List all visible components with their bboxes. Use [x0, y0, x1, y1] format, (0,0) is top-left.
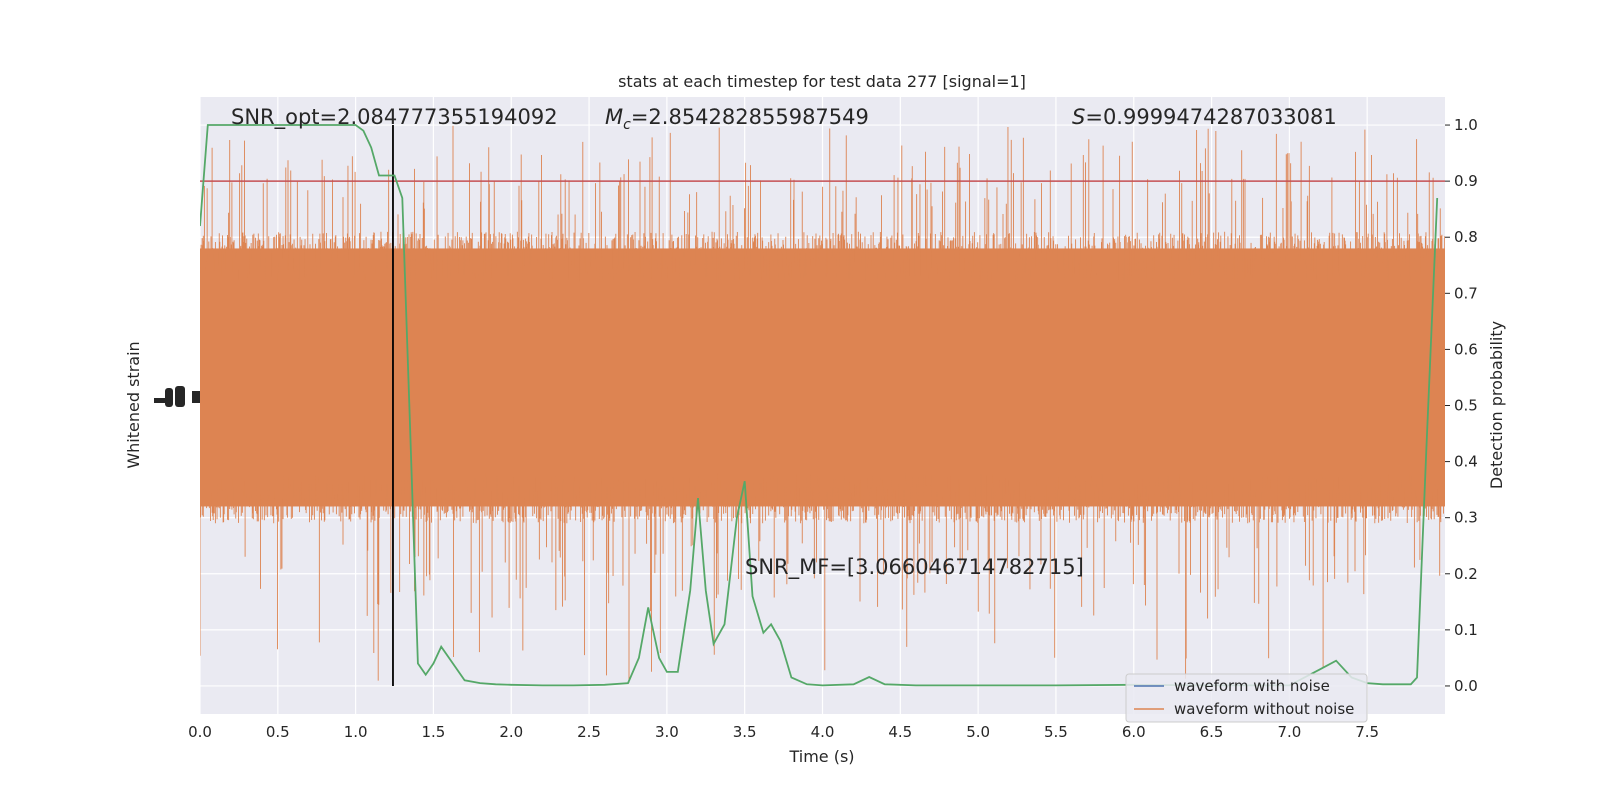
x-tick-label: 1.5: [422, 723, 446, 741]
score-symbol: S: [1072, 105, 1085, 129]
x-tick-label: 4.5: [888, 723, 912, 741]
y-tick-label: 0.1: [1454, 621, 1478, 639]
x-tick-label: 2.5: [577, 723, 601, 741]
y-tick-label: 0.3: [1454, 509, 1478, 527]
x-tick-label: 7.0: [1277, 723, 1301, 741]
chart-title: stats at each timestep for test data 277…: [618, 72, 1026, 91]
x-tick-label: 3.0: [655, 723, 679, 741]
x-tick-label: 3.5: [733, 723, 757, 741]
chirp-mass-value: =2.854282855987549: [631, 105, 869, 129]
x-axis-ticks: 0.0 0.5 1.0 1.5 2.0 2.5 3.0 3.5 4.0 4.5 5.0 5.5 6.0 6…: [188, 723, 1379, 741]
left-tick-clutter: [154, 386, 200, 407]
legend: waveform with noise waveform without noi…: [1125, 673, 1368, 723]
x-tick-label: 1.0: [344, 723, 368, 741]
x-tick-label: 0.5: [266, 723, 290, 741]
right-axis-label: Detection probability: [1487, 321, 1506, 489]
legend-label-with-noise: waveform with noise: [1174, 677, 1330, 695]
score-value: =0.9999474287033081: [1085, 105, 1336, 129]
x-tick-label: 7.5: [1355, 723, 1379, 741]
chirp-mass-annotation: Mc=2.854282855987549: [605, 105, 869, 133]
left-axis-label: Whitened strain: [124, 341, 143, 468]
y-tick-label: 1.0: [1454, 116, 1478, 134]
y-tick-label: 0.4: [1454, 453, 1478, 471]
x-tick-label: 5.5: [1044, 723, 1068, 741]
y-tick-label: 0.2: [1454, 565, 1478, 583]
x-tick-label: 0.0: [188, 723, 212, 741]
legend-label-without-noise: waveform without noise: [1174, 700, 1354, 718]
y-tick-label: 0.9: [1454, 172, 1478, 190]
strain-trace: [200, 125, 1445, 683]
x-tick-label: 6.5: [1200, 723, 1224, 741]
x-tick-label: 2.0: [499, 723, 523, 741]
chirp-mass-symbol: M: [605, 105, 623, 129]
score-annotation: S=0.9999474287033081: [1072, 105, 1337, 129]
x-tick-label: 4.0: [811, 723, 835, 741]
y-tick-label: 0.8: [1454, 228, 1478, 246]
y-tick-label: 0.6: [1454, 340, 1478, 358]
x-tick-label: 6.0: [1122, 723, 1146, 741]
chirp-mass-subscript: c: [623, 117, 631, 133]
x-tick-label: 5.0: [966, 723, 990, 741]
right-axis-ticks: 0.0 0.1 0.2 0.3 0.4 0.5 0.6 0.7 0.8 0.9 1.0: [1445, 116, 1478, 695]
legend-box: [1125, 673, 1368, 723]
y-tick-label: 0.7: [1454, 284, 1478, 302]
x-axis-label: Time (s): [788, 747, 854, 766]
y-tick-label: 0.5: [1454, 397, 1478, 415]
snr-opt-annotation: SNR_opt=2.084777355194092: [231, 105, 558, 130]
snr-mf-annotation: SNR_MF=[3.066046714782715]: [745, 555, 1084, 580]
y-tick-label: 0.0: [1454, 677, 1478, 695]
